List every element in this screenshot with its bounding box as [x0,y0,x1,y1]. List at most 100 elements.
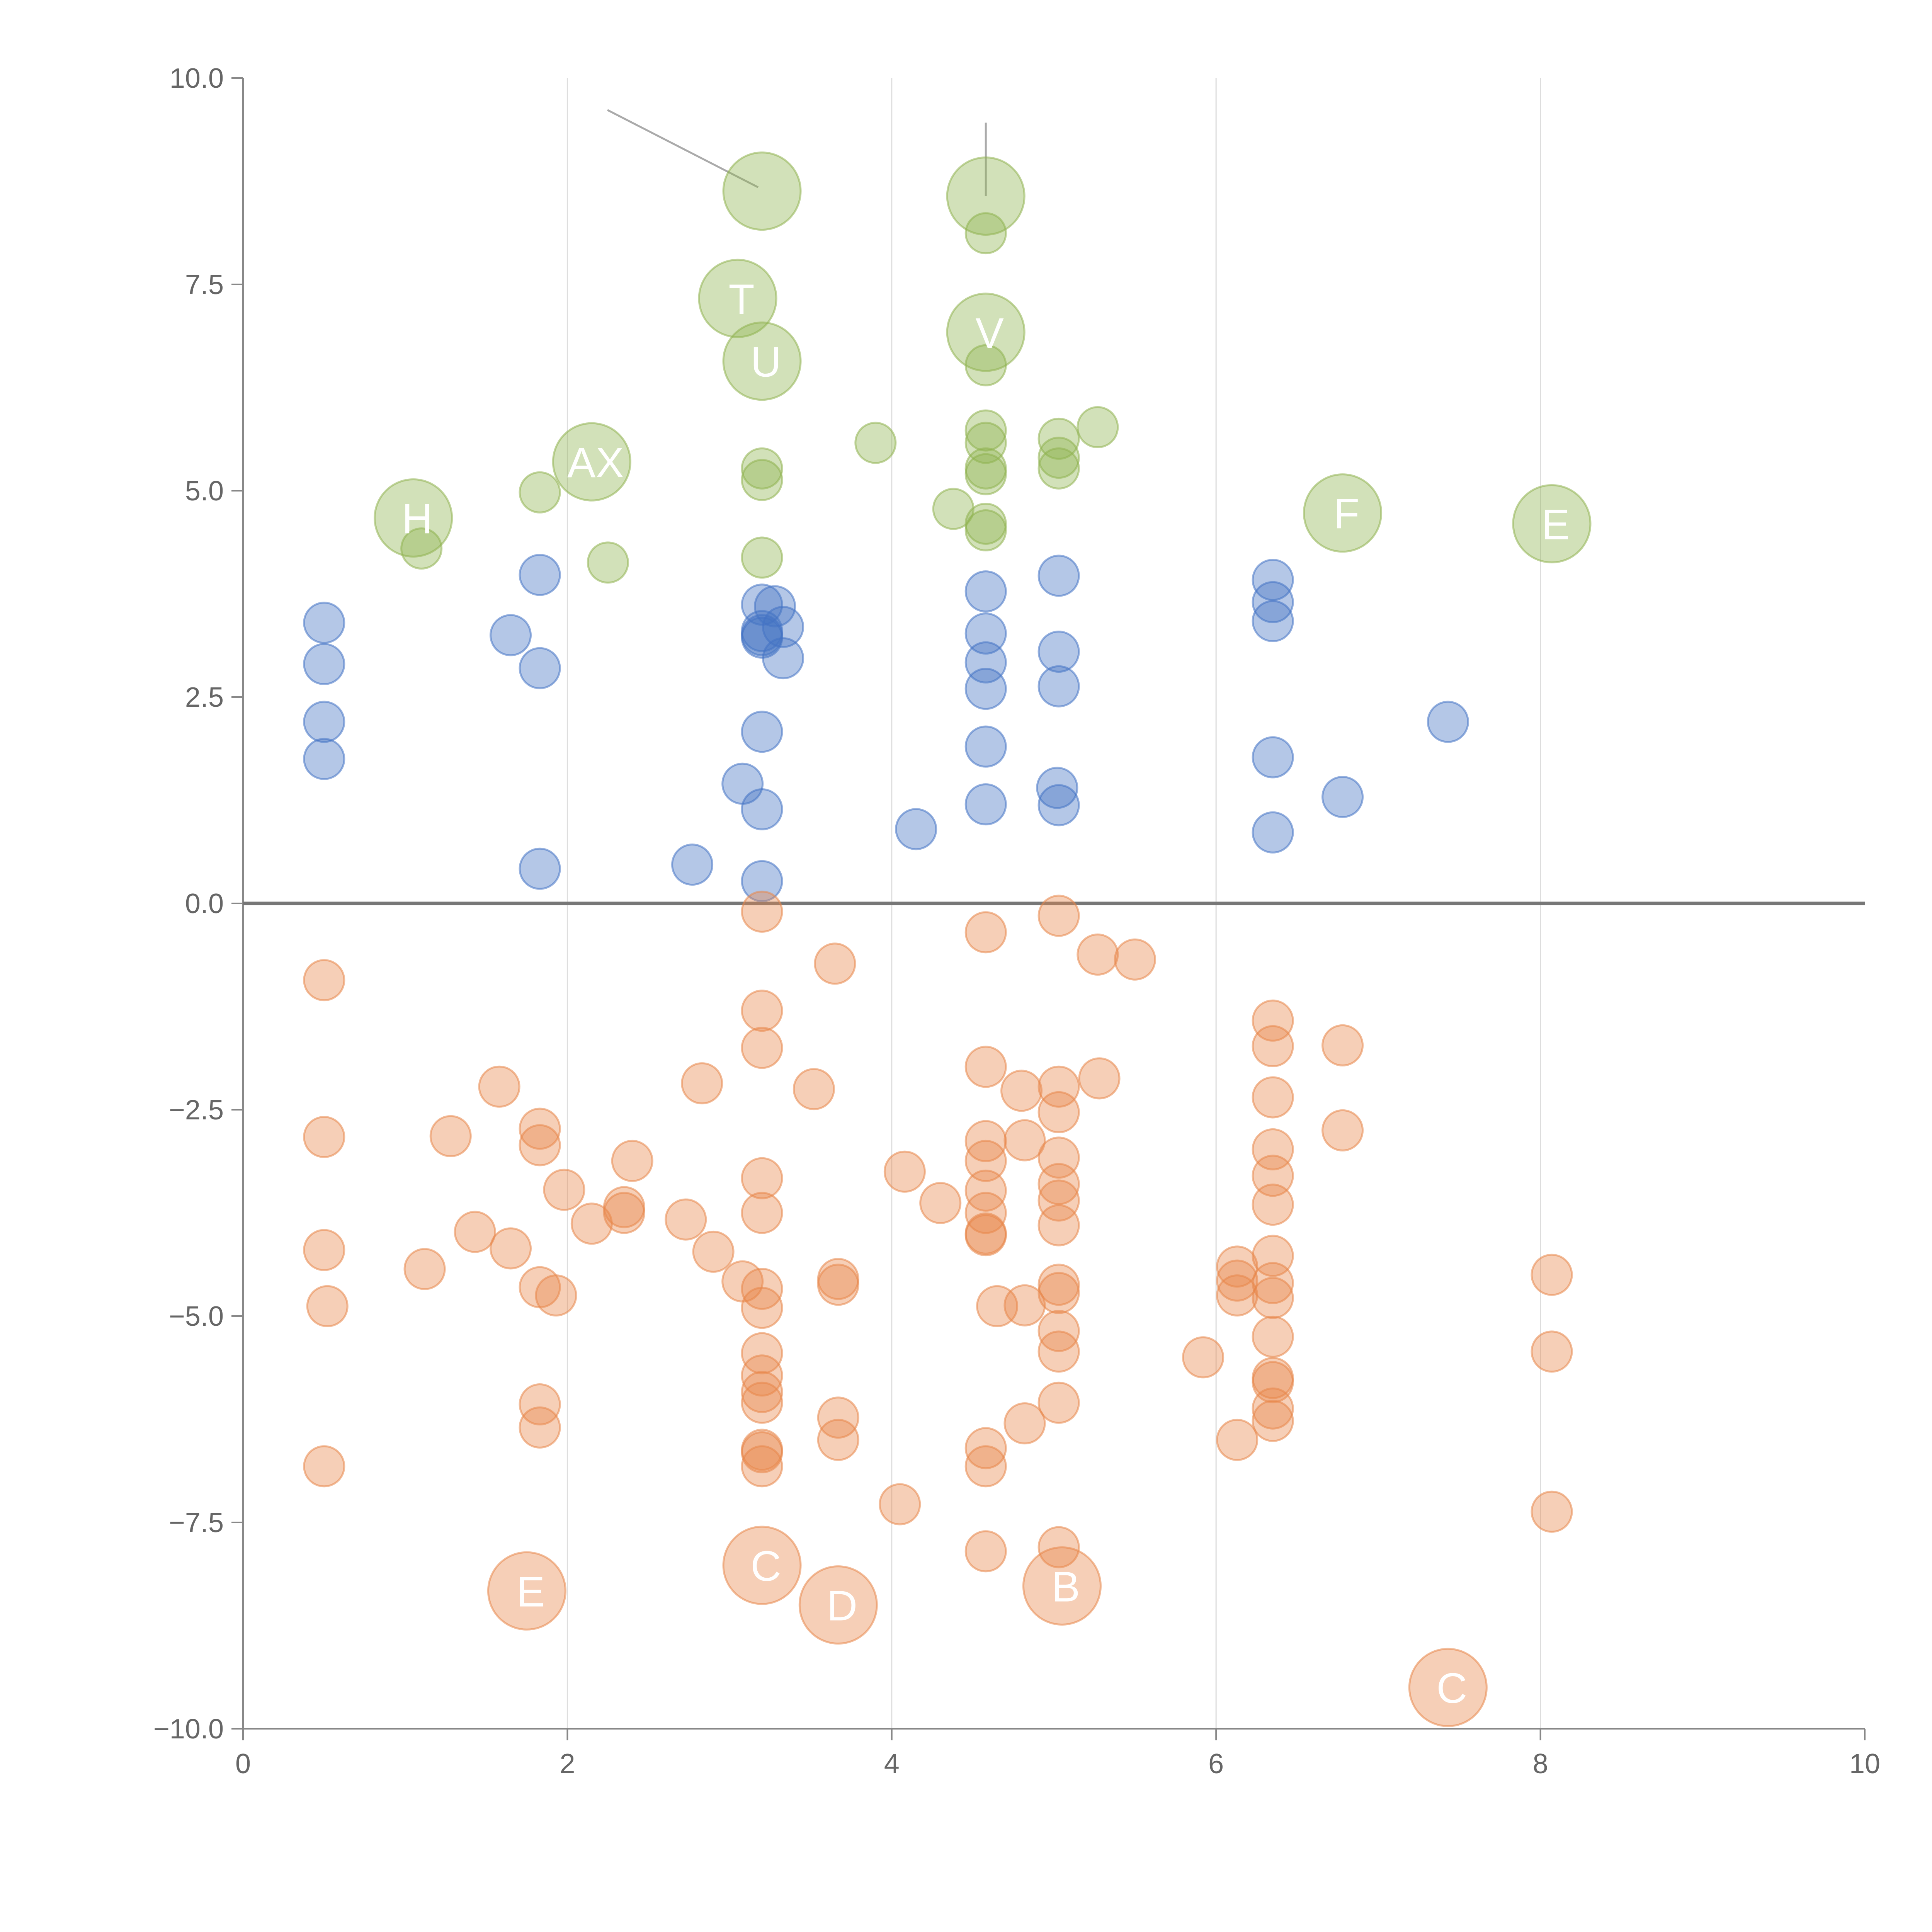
green-point-2 [587,541,629,584]
orange-point-77 [1077,933,1119,976]
blue-point-18 [762,605,804,648]
orange-point-23 [692,1230,735,1273]
orange-point-63 [1003,1402,1046,1445]
orange-point-92 [1252,1262,1294,1304]
orange-point-97 [1252,1387,1294,1430]
orange-point-61 [1003,1119,1046,1162]
orange-point-47 [919,1182,962,1224]
orange-point-103 [1531,1490,1573,1533]
orange-point-4 [306,1285,349,1327]
orange-point-28 [741,1157,783,1199]
orange-point-32 [741,1332,783,1374]
green-point-4 [741,459,783,501]
green-point-16 [1037,417,1080,460]
orange-point-6 [429,1115,472,1157]
labeled-point-8 [946,156,1026,236]
orange-point-101 [1531,1253,1573,1296]
orange-point-38 [741,1445,783,1488]
orange-point-7 [454,1211,496,1253]
blue-point-27 [1036,767,1078,809]
x-tick-label-0: 0 [235,1748,251,1779]
orange-point-69 [1037,1179,1080,1222]
orange-point-57 [964,1445,1007,1488]
orange-point-14 [519,1406,561,1449]
blue-point-33 [1252,581,1294,623]
orange-point-81 [1216,1245,1259,1288]
orange-point-52 [964,1169,1007,1212]
blue-point-25 [964,725,1007,768]
axes: 10.0 7.5 5.0 2.5 0.0 −2.5 −5.0 −7.5 −10.0 0 2 4 6 8 10 [153,63,1880,1779]
orange-point-15 [535,1274,577,1317]
orange-point-0 [303,959,345,1002]
x-tick-label-4: 8 [1533,1748,1548,1779]
point-label-2: V [976,310,1004,357]
blue-point-32 [1252,559,1294,601]
orange-point-42 [817,1264,859,1306]
green-point-19 [1077,406,1119,449]
labeled-point-11 [798,1565,878,1645]
orange-point-51 [964,1139,1007,1182]
blue-point-19 [762,637,804,680]
orange-point-39 [793,1068,835,1111]
x-tick-label-3: 6 [1208,1748,1224,1779]
orange-point-20 [611,1139,653,1182]
orange-point-2 [303,1229,345,1271]
label-leader-lines [607,109,987,196]
orange-point-43 [817,1396,859,1439]
labeled-point-10 [722,1526,802,1605]
orange-point-44 [817,1418,859,1461]
labeled-point-5 [1303,473,1383,553]
point-label-12: B [1052,1563,1080,1611]
orange-point-62 [1003,1284,1046,1327]
labeled-point-12 [1022,1546,1102,1626]
orange-point-58 [964,1530,1007,1573]
orange-point-35 [741,1381,783,1424]
orange-point-72 [1037,1272,1080,1314]
y-tick-label-8: −10.0 [153,1714,224,1745]
green-point-5 [741,536,783,579]
orange-point-83 [1216,1274,1259,1317]
orange-point-78 [1078,1057,1121,1100]
blue-point-37 [1321,776,1364,818]
point-label-13: C [1437,1665,1467,1712]
orange-point-90 [1252,1184,1294,1226]
green-point-0 [400,527,443,570]
x-tick-label-1: 2 [560,1748,575,1779]
orange-point-34 [741,1371,783,1413]
blue-point-15 [741,788,783,830]
orange-point-64 [1037,895,1080,937]
blue-point-31 [1037,784,1080,827]
point-label-0: T [728,276,754,323]
scatter-points [303,151,1592,1727]
blue-point-38 [1427,701,1469,743]
orange-point-16 [543,1168,585,1211]
labeled-point-1 [722,321,802,401]
orange-point-94 [1252,1315,1294,1358]
blue-point-8 [671,844,714,886]
orange-point-13 [519,1383,561,1426]
orange-point-70 [1037,1204,1080,1247]
orange-point-11 [519,1124,561,1167]
blue-point-24 [964,668,1007,710]
orange-point-49 [964,1046,1007,1088]
y-tick-label-0: 10.0 [170,63,224,94]
orange-point-10 [519,1107,561,1150]
blue-point-28 [1037,554,1080,597]
y-tick-label-6: −5.0 [169,1301,224,1332]
labeled-point-13 [1408,1648,1488,1727]
point-label-10: C [750,1543,781,1590]
labeled-point-7 [722,151,802,231]
labeled-point-2 [946,293,1026,372]
blue-point-35 [1252,736,1294,779]
orange-point-9 [490,1227,532,1270]
orange-point-29 [741,1192,783,1234]
orange-point-30 [741,1268,783,1310]
leader-line-0 [607,109,759,188]
y-tick-label-4: 0.0 [185,888,224,919]
point-label-11: D [827,1582,857,1630]
orange-point-48 [964,911,1007,954]
blue-point-20 [895,808,937,850]
blue-point-6 [519,647,561,689]
orange-point-22 [681,1062,723,1105]
